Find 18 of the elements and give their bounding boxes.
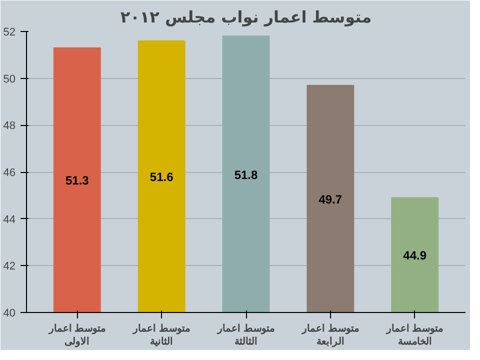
y-tick-label: 40 [3, 308, 16, 320]
data-label: 51.3 [65, 174, 90, 188]
y-tick-label: 46 [3, 167, 16, 179]
x-tick-label: متوسط اعمار الثالثة [216, 324, 274, 348]
y-tick-label: 44 [3, 214, 16, 226]
x-tick-label: متوسط اعمار الخامسة [385, 324, 444, 348]
y-tick-label: 48 [3, 120, 16, 132]
y-tick-label: 42 [3, 260, 16, 273]
x-tick-label: متوسط اعمار الثانية [132, 324, 190, 348]
data-label: 51.6 [150, 170, 174, 184]
data-label: 44.9 [403, 248, 427, 263]
x-tick-label: متوسط اعمار الاولى [48, 324, 106, 348]
x-tick-label: متوسط اعمار الرابعة [301, 324, 359, 348]
y-tick-label: 50 [3, 73, 16, 86]
data-label: 49.7 [318, 192, 342, 206]
data-label: 51.8 [234, 168, 258, 182]
chart-title: متوسط اعمار نواب مجلس ٢٠١٢ [120, 8, 372, 26]
y-tick-label: 52 [3, 26, 16, 38]
